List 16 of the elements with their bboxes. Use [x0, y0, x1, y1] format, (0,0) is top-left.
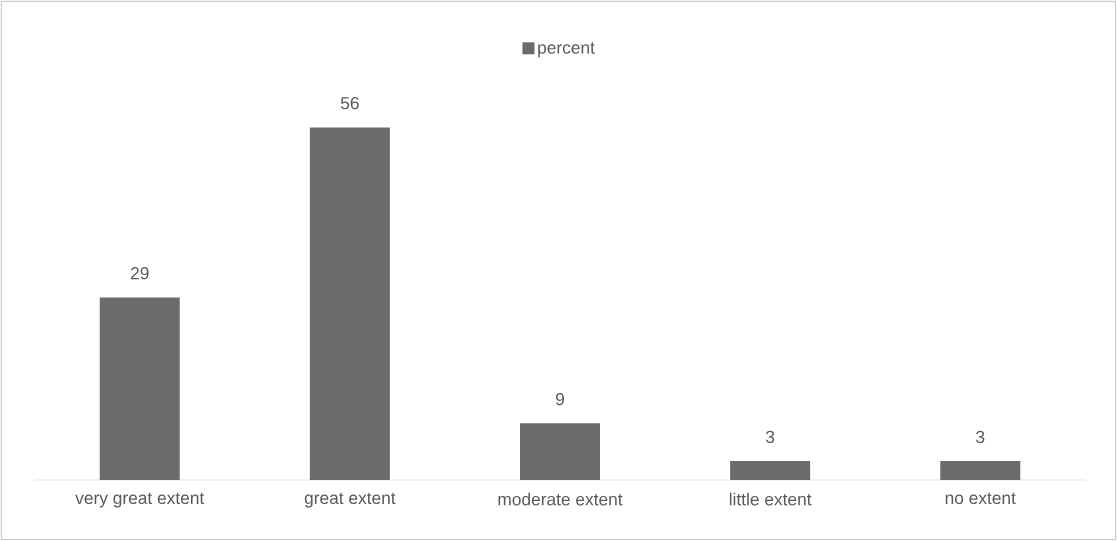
bar	[309, 127, 390, 480]
data-label: 56	[340, 97, 359, 110]
bar	[730, 461, 811, 480]
bar	[99, 297, 180, 480]
data-label: 9	[556, 393, 565, 406]
x-tick-label: no extent	[945, 492, 1016, 505]
data-label: 3	[976, 430, 985, 444]
x-tick-label: little extent	[729, 492, 812, 506]
x-tick-label: very great extent	[75, 492, 205, 508]
data-label: 29	[130, 267, 149, 280]
bar	[520, 423, 600, 480]
data-label: 3	[765, 430, 775, 444]
x-tick-label: great extent	[304, 492, 396, 508]
legend-label: percent	[538, 42, 595, 58]
bar	[940, 461, 1021, 480]
x-tick-label: moderate extent	[498, 492, 623, 506]
